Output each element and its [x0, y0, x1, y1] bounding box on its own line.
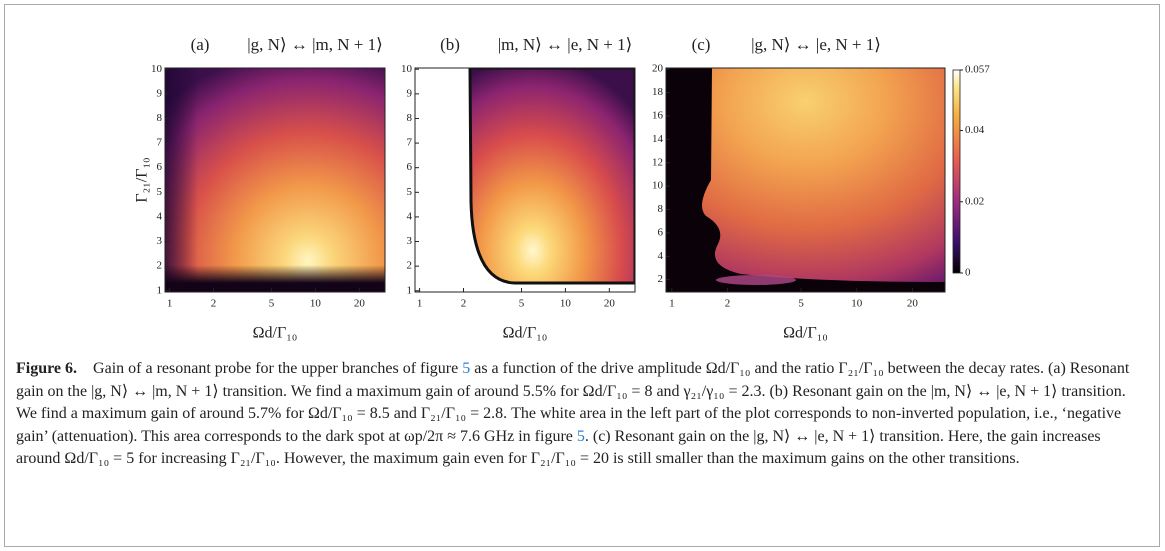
y-tick-label: 6: [157, 161, 163, 173]
x-tick-label: 1: [417, 298, 423, 310]
heatmap: [666, 68, 945, 292]
y-tick-label: 6: [658, 226, 664, 238]
x-tick-label: 5: [519, 298, 525, 310]
y-tick-label: 1: [407, 284, 413, 296]
panel-title: |g, N⟩ ↔ |e, N + 1⟩: [751, 35, 881, 54]
y-tick-label: 5: [157, 186, 163, 198]
figure-link[interactable]: 5: [462, 360, 471, 377]
y-tick-label: 8: [658, 203, 664, 215]
x-tick-label: 5: [798, 298, 804, 310]
heatmap: [415, 68, 635, 292]
y-tick-label: 9: [407, 87, 413, 99]
y-tick-label: 20: [652, 63, 664, 75]
y-tick-label: 3: [157, 235, 163, 247]
y-tick-label: 8: [407, 112, 413, 124]
y-tick-label: 14: [652, 133, 664, 145]
y-tick-label: 10: [401, 63, 413, 75]
x-tick-label: 20: [907, 298, 919, 310]
heatmap-shade: [165, 68, 385, 292]
x-tick-label: 1: [167, 298, 173, 310]
y-tick-label: 16: [652, 109, 664, 121]
x-tick-label: 20: [604, 298, 616, 310]
x-tick-label: 2: [211, 298, 217, 310]
x-tick-label: 10: [851, 298, 863, 310]
x-tick-label: 10: [310, 298, 322, 310]
y-tick-label: 10: [151, 63, 163, 75]
panel-label: (a): [191, 35, 210, 54]
caption: Figure 6. Gain of a resonant probe for t…: [16, 358, 1148, 471]
colorbar-tick-label: 0: [965, 267, 971, 279]
x-axis-label: Ωd/Γ₁₀: [253, 325, 298, 342]
colorbar: [952, 69, 961, 274]
colorbar-tick-label: 0.04: [965, 124, 985, 136]
y-axis-label: Γ₂₁/Γ₁₀: [134, 157, 151, 202]
figure-frame: [4, 4, 1160, 547]
panel-label: (b): [440, 35, 460, 54]
colorbar-tick-label: 0.057: [965, 64, 990, 76]
caption-text: as a function of the drive amplitude Ωd/…: [16, 360, 1130, 445]
y-tick-label: 4: [658, 250, 664, 262]
x-tick-label: 2: [461, 298, 467, 310]
x-tick-label: 5: [269, 298, 275, 310]
y-tick-label: 7: [157, 137, 163, 149]
gain-region: [468, 68, 635, 285]
y-tick-label: 3: [407, 235, 413, 247]
highlight: [716, 275, 796, 285]
y-tick-label: 10: [652, 180, 664, 192]
y-tick-label: 6: [407, 161, 413, 173]
y-tick-label: 9: [157, 87, 163, 99]
x-axis-label: Ωd/Γ₁₀: [503, 325, 548, 342]
x-tick-label: 10: [560, 298, 572, 310]
panel-title: |g, N⟩ ↔ |m, N + 1⟩: [247, 35, 382, 54]
figure-link[interactable]: 5: [576, 427, 585, 445]
y-tick-label: 12: [652, 156, 663, 168]
y-tick-label: 8: [157, 112, 163, 124]
caption-text: Gain of a resonant probe for the upper b…: [93, 360, 463, 377]
y-tick-label: 2: [407, 260, 413, 272]
caption-text: . (c) Resonant gain on the |g, N⟩ ↔ |e, …: [16, 427, 1101, 468]
x-tick-label: 1: [669, 298, 675, 310]
plot-frame: [665, 67, 946, 293]
y-tick-label: 4: [407, 210, 413, 222]
dark-region: [666, 68, 945, 292]
y-tick-label: 4: [157, 210, 163, 222]
x-axis-label: Ωd/Γ₁₀: [783, 325, 828, 342]
y-tick-label: 18: [652, 86, 664, 98]
x-tick-label: 2: [725, 298, 731, 310]
panel-title: |m, N⟩ ↔ |e, N + 1⟩: [498, 35, 632, 54]
y-tick-label: 2: [157, 260, 163, 272]
y-tick-label: 1: [157, 284, 163, 296]
plot-frame: [414, 67, 636, 293]
y-tick-label: 7: [407, 137, 413, 149]
y-tick-label: 2: [658, 273, 664, 285]
heatmap: [165, 68, 385, 292]
y-tick-label: 5: [407, 186, 413, 198]
panel-label: (c): [692, 35, 711, 54]
plot-frame: [164, 67, 386, 293]
x-tick-label: 20: [354, 298, 366, 310]
colorbar-tick-label: 0.02: [965, 195, 984, 207]
caption-label: Figure 6.: [16, 360, 78, 377]
